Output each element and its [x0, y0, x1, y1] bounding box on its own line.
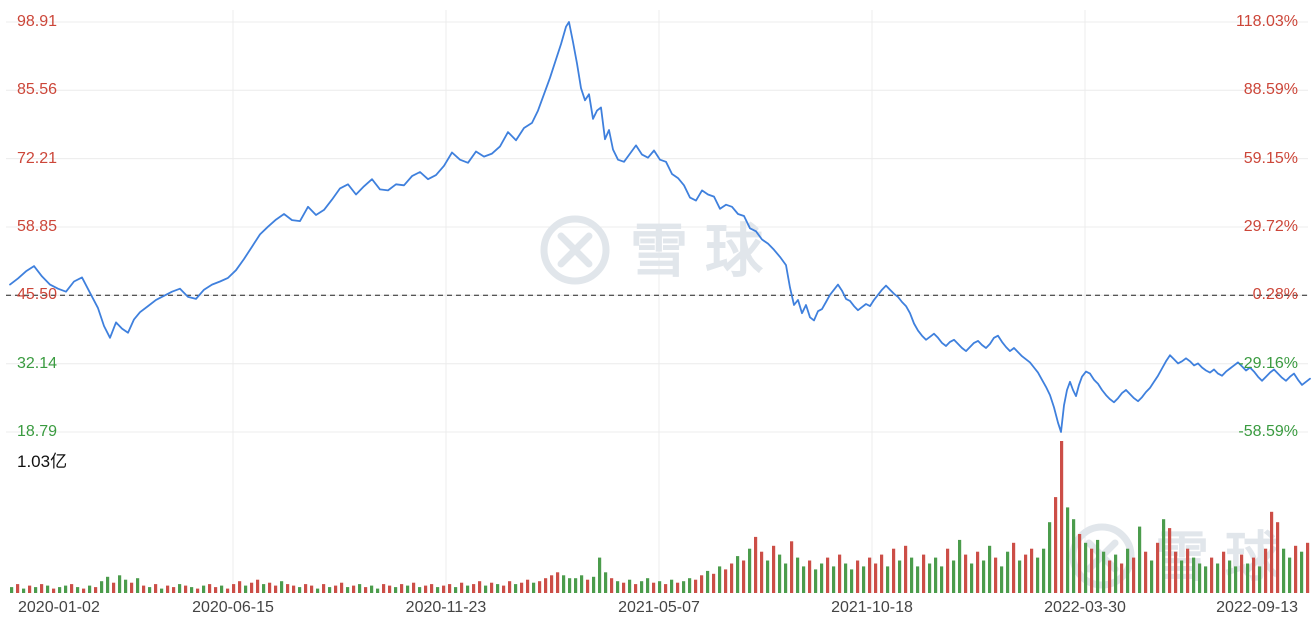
xueqiu-watermark-corner: 雪球 — [1069, 523, 1279, 589]
volume-max-label: 1.03亿 — [17, 452, 68, 471]
date-label: 2022-09-13 — [1216, 599, 1298, 616]
date-label: 2022-03-30 — [1044, 599, 1126, 616]
date-label: 2021-05-07 — [618, 599, 700, 616]
price-axis-label: 45.50 — [17, 286, 58, 304]
date-label: 2020-11-23 — [405, 599, 487, 616]
price-axis-label: 72.21 — [17, 149, 58, 167]
price-axis-label: 32.14 — [17, 354, 58, 372]
price-axis-label: 85.56 — [17, 81, 58, 99]
date-label: 2020-01-02 — [18, 599, 100, 616]
percent-axis-label: -29.16% — [1238, 354, 1298, 372]
percent-axis-label: 59.15% — [1243, 149, 1298, 167]
percent-axis-label: -58.59% — [1238, 423, 1298, 440]
price-axis-label: 18.79 — [17, 423, 58, 440]
percent-axis-label: 118.03% — [1236, 13, 1298, 30]
date-label: 2021-10-18 — [831, 599, 913, 616]
price-line — [9, 21, 1311, 433]
volume-bars — [10, 441, 1310, 593]
percent-axis-label: 88.59% — [1243, 81, 1298, 99]
price-axis-label: 98.91 — [17, 13, 58, 30]
percent-axis-label: 29.72% — [1243, 218, 1298, 235]
xueqiu-watermark-center: 雪球 — [540, 215, 780, 285]
date-label: 2020-06-15 — [192, 599, 274, 616]
watermark-text: 雪球 — [630, 219, 780, 284]
grid-lines — [6, 10, 1308, 593]
percent-axis-label: 0.28% — [1252, 286, 1298, 304]
price-axis-label: 58.85 — [17, 218, 58, 235]
